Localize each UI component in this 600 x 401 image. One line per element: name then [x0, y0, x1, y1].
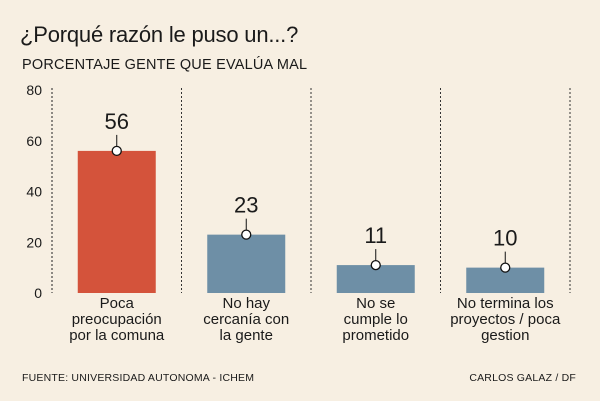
y-tick-label: 40 — [26, 184, 42, 200]
value-marker — [241, 229, 252, 240]
credit-note: CARLOS GALAZ / DF — [469, 372, 576, 384]
category-label-line: No se — [356, 295, 396, 312]
category-label-line: la gente — [219, 327, 273, 344]
category-label-line: cercanía con — [203, 311, 290, 328]
category-label: No se cumple lo prometido — [316, 296, 436, 344]
value-label: 56 — [105, 109, 129, 134]
category-label-line: cumple lo — [343, 311, 408, 328]
category-label: Poca preocupación por la comuna — [57, 296, 177, 344]
category-label-line: gestion — [481, 327, 530, 344]
y-tick-label: 20 — [26, 234, 42, 250]
category-label-line: prometido — [342, 327, 410, 344]
category-label: No hay cercanía con la gente — [186, 296, 306, 344]
category-label-line: preocupación — [71, 311, 162, 328]
source-note: FUENTE: UNIVERSIDAD AUTONOMA - ICHEM — [22, 372, 255, 384]
bar — [77, 150, 156, 293]
chart-subtitle: PORCENTAJE GENTE QUE EVALÚA MAL — [22, 57, 308, 73]
y-tick-label: 0 — [34, 285, 42, 301]
category-label-line: No hay — [222, 295, 271, 312]
category-label-line: proyectos / poca — [450, 311, 561, 328]
category-label: No termina los proyectos / poca gestion — [445, 296, 565, 344]
category-label-line: No termina los — [456, 295, 554, 312]
bar — [207, 234, 286, 293]
value-label: 23 — [234, 193, 258, 218]
value-marker — [370, 259, 381, 271]
y-tick-label: 60 — [26, 133, 42, 149]
category-label-line: por la comuna — [69, 327, 165, 344]
value-marker — [111, 145, 122, 157]
value-label: 11 — [364, 223, 387, 248]
value-label: 10 — [493, 226, 517, 251]
y-tick-label: 80 — [26, 82, 42, 98]
chart-title: ¿Porqué razón le puso un...? — [20, 22, 299, 47]
value-marker — [500, 262, 511, 273]
category-label-line: Poca — [99, 295, 134, 312]
